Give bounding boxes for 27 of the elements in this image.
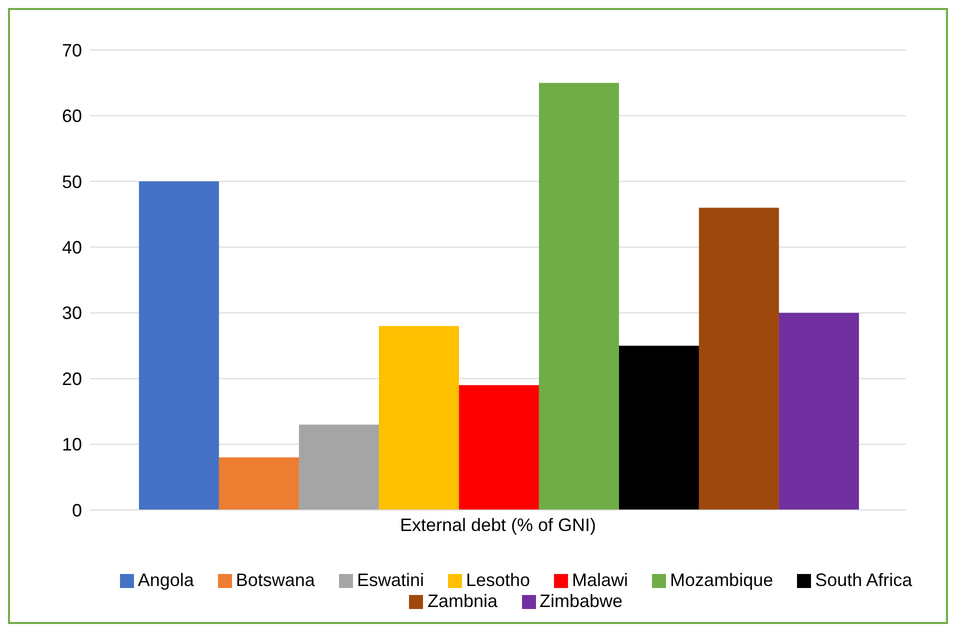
y-tick-label: 0 — [72, 500, 82, 520]
bar — [138, 181, 219, 510]
legend-label: Mozambique — [670, 570, 774, 590]
y-tick-label: 70 — [62, 40, 82, 60]
bar — [458, 385, 539, 510]
legend-label: Eswatini — [356, 570, 424, 590]
y-tick-label: 50 — [62, 172, 82, 192]
bar — [778, 312, 859, 510]
bar — [298, 424, 379, 510]
bar — [538, 82, 619, 510]
bar — [378, 326, 459, 510]
legend-label: Angola — [138, 570, 194, 590]
legend-label: Lesotho — [466, 570, 530, 590]
y-tick-label: 10 — [62, 434, 82, 455]
legend-label: Zambnia — [427, 591, 498, 611]
x-tick-label: External debt (% of GNI) — [400, 514, 596, 535]
y-tick-label: 20 — [62, 368, 82, 389]
legend-label: Botswana — [236, 570, 315, 590]
bar — [218, 457, 299, 510]
y-tick-label: 40 — [62, 238, 82, 258]
y-tick-label: 30 — [62, 303, 82, 324]
legend-label: Zimbabwe — [540, 591, 623, 611]
legend-label: South Africa — [815, 570, 912, 590]
bar — [698, 208, 779, 510]
y-tick-label: 60 — [62, 106, 82, 126]
bar — [618, 346, 699, 510]
legend-label: Malawi — [572, 570, 628, 590]
